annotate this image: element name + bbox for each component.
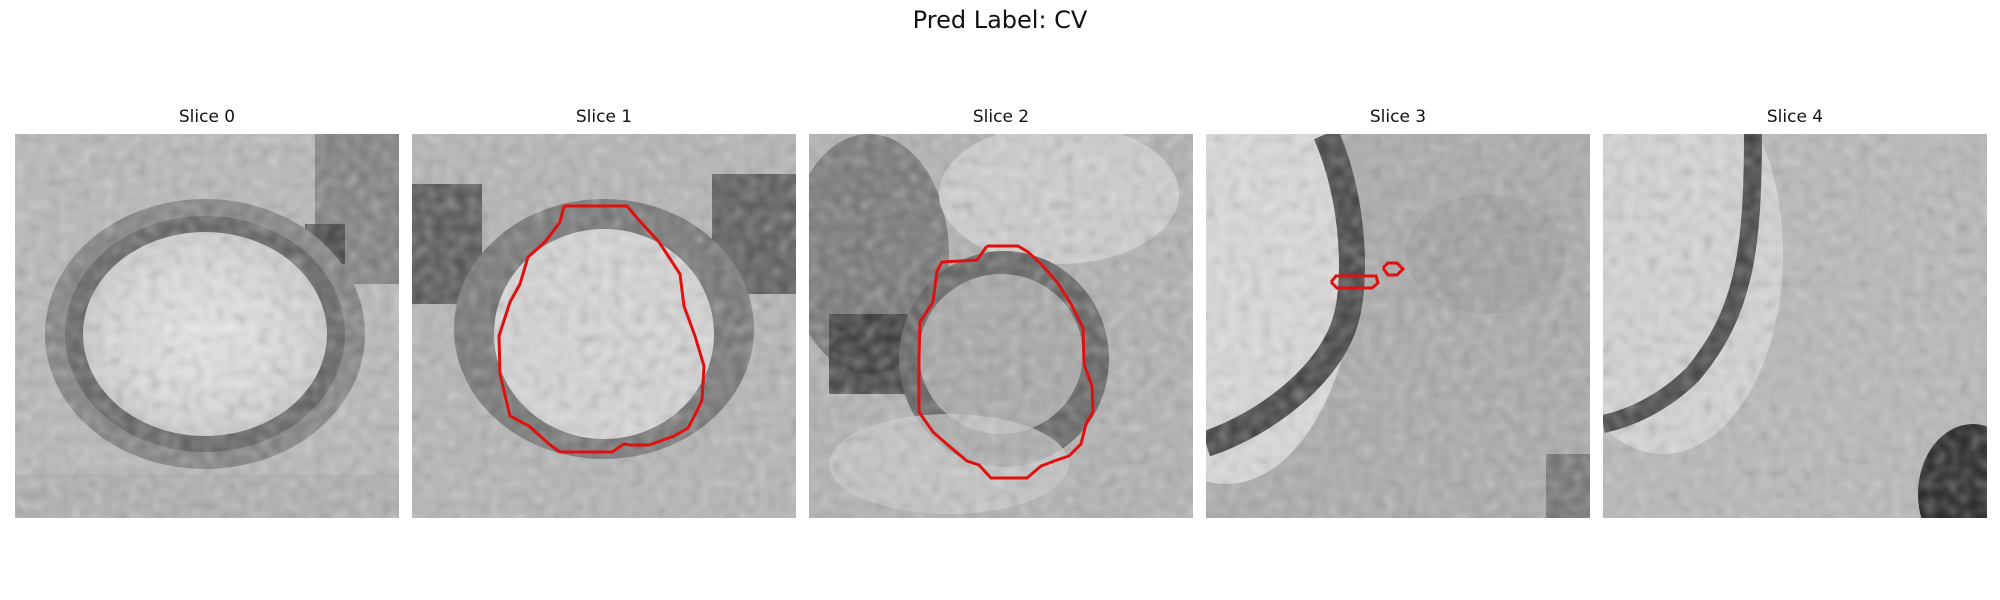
noise-overlay-1 [412, 134, 796, 518]
contour-3a [1329, 274, 1380, 290]
slice-title-0: Slice 0 [178, 107, 236, 127]
slice-title-3: Slice 3 [1369, 107, 1427, 127]
noise-overlay-3 [1206, 134, 1590, 518]
noise-overlay-0 [15, 134, 399, 518]
slice-image-1 [412, 134, 796, 518]
slice-image-2 [809, 134, 1193, 518]
slice-title-1: Slice 1 [575, 107, 633, 127]
figure-title: Pred Label: CV [912, 6, 1088, 34]
contour-2 [917, 244, 1095, 480]
slice-image-4 [1603, 134, 1987, 518]
noise-overlay-2 [809, 134, 1193, 518]
slice-title-2: Slice 2 [972, 107, 1030, 127]
contour-3b [1381, 261, 1406, 277]
slice-image-0 [15, 134, 399, 518]
slice-image-3 [1206, 134, 1590, 518]
noise-overlay-4 [1603, 134, 1987, 518]
contour-1 [497, 204, 706, 454]
slice-title-4: Slice 4 [1766, 107, 1824, 127]
